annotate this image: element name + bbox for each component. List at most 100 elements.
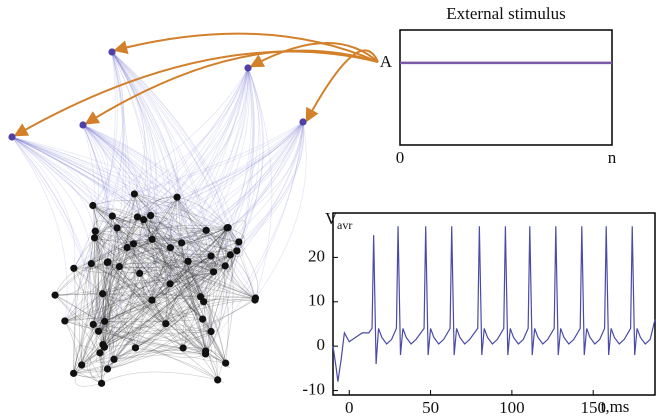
edge [55, 263, 92, 296]
edge [182, 335, 212, 352]
edge [137, 67, 249, 218]
edge [82, 124, 228, 229]
neuron [108, 212, 116, 220]
edge [102, 293, 255, 301]
edge [92, 205, 206, 355]
edge [95, 230, 238, 256]
edge [213, 67, 255, 273]
edge [82, 124, 183, 243]
edge [94, 237, 214, 273]
edge [236, 67, 264, 252]
edge [169, 121, 304, 285]
edge [11, 136, 178, 198]
edge [98, 227, 228, 332]
edge [107, 121, 304, 370]
edge [98, 67, 249, 332]
edge [116, 227, 201, 298]
edge [81, 247, 128, 366]
edge [94, 216, 138, 241]
edge [64, 320, 77, 374]
edge [107, 227, 229, 263]
edge [106, 262, 153, 301]
edge [101, 299, 153, 384]
edge [150, 215, 214, 272]
edge [200, 67, 252, 297]
edge [111, 216, 171, 285]
edge [143, 67, 249, 221]
edge [151, 121, 304, 301]
edge [133, 224, 229, 245]
edge [255, 121, 307, 299]
edge [82, 124, 201, 297]
edge [11, 136, 256, 299]
neuron [70, 264, 78, 272]
edge [134, 193, 231, 256]
edge [82, 124, 171, 284]
plot-frame [399, 29, 613, 146]
neuron [51, 291, 59, 299]
neuron [110, 355, 118, 363]
edge [113, 241, 239, 360]
edge [91, 263, 218, 381]
edge [113, 271, 214, 360]
edge [93, 324, 226, 364]
neuron [131, 344, 140, 352]
edge [102, 271, 214, 345]
edge [73, 51, 118, 269]
y-tick-label: 0 [317, 335, 326, 354]
edge [92, 205, 214, 273]
neuron [166, 280, 174, 288]
edge [95, 266, 120, 354]
edge [92, 200, 228, 229]
neuron [221, 262, 229, 270]
neuron [115, 262, 123, 271]
edge [200, 265, 226, 298]
edge [210, 121, 304, 257]
edge [64, 266, 120, 322]
edge [180, 242, 201, 298]
edge [82, 124, 109, 325]
edge [104, 250, 238, 348]
edge [226, 67, 260, 229]
edge [229, 67, 261, 256]
edge [54, 294, 136, 349]
edge [227, 227, 259, 299]
edge [133, 233, 171, 248]
edge [150, 215, 203, 320]
edge [111, 51, 201, 297]
edge [93, 301, 204, 329]
edge [64, 265, 226, 322]
edge [151, 239, 227, 364]
x-tick-label: 100 [499, 398, 525, 417]
edge [111, 51, 189, 262]
edge [92, 205, 182, 244]
edge [81, 261, 109, 365]
edge [92, 67, 249, 325]
neuron [235, 238, 243, 246]
edge [151, 121, 304, 240]
edge [111, 51, 207, 352]
edge [64, 320, 212, 334]
edge [151, 239, 226, 364]
edge [11, 136, 151, 216]
edge [94, 121, 304, 239]
edge [165, 255, 212, 324]
edge [111, 51, 256, 299]
edge [104, 227, 118, 348]
edge [102, 255, 212, 345]
neuron [89, 320, 97, 329]
network [8, 32, 379, 387]
neuron [202, 226, 210, 234]
edge [91, 263, 140, 274]
edge [95, 230, 237, 252]
neuron [96, 349, 104, 357]
edge [107, 67, 249, 370]
x-axis-label: t,ms [601, 397, 630, 416]
edge [82, 124, 212, 332]
edge [11, 136, 212, 257]
neuron [133, 213, 142, 221]
edge [104, 299, 256, 348]
edge [226, 227, 246, 252]
edge [205, 265, 226, 352]
